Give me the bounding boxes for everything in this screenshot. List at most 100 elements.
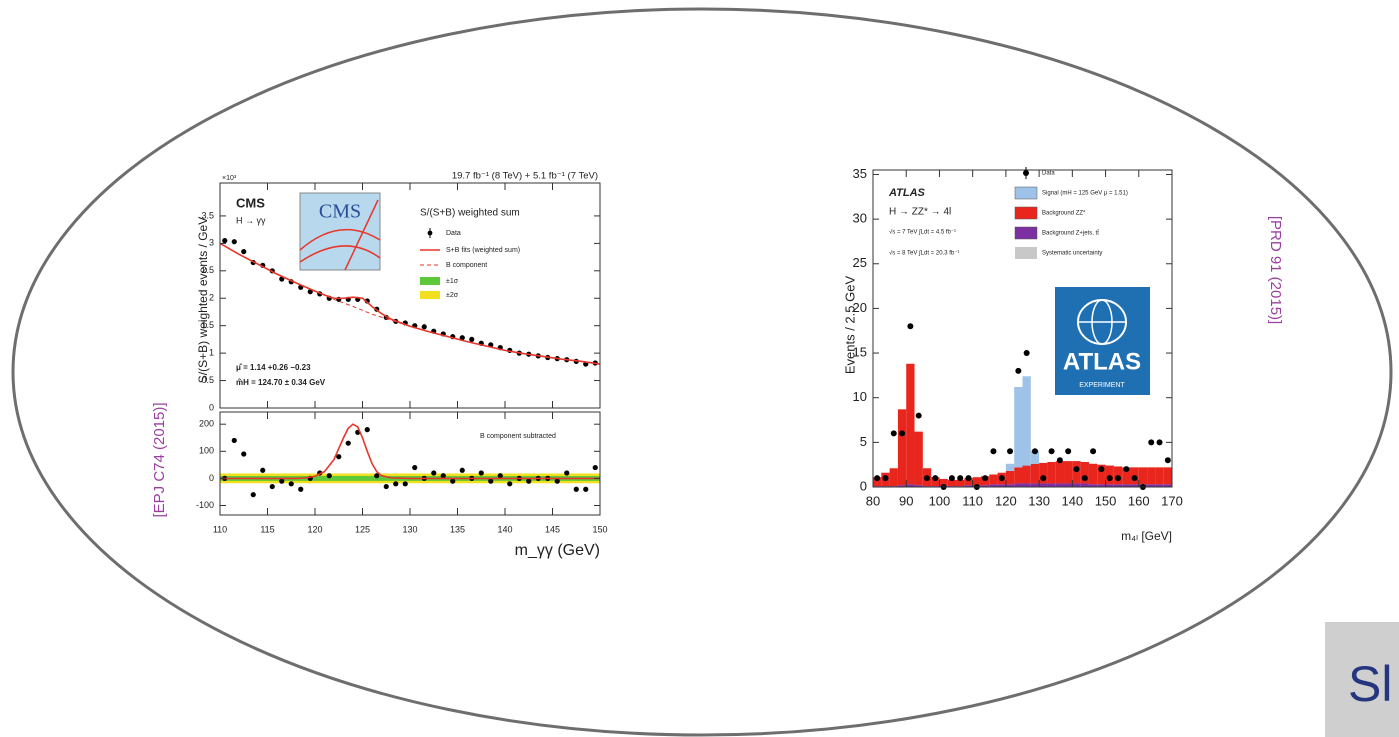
data-point bbox=[497, 473, 503, 479]
histogram-bar bbox=[1039, 483, 1048, 487]
data-point bbox=[564, 470, 570, 476]
data-point bbox=[1090, 448, 1097, 455]
data-point bbox=[1164, 457, 1171, 464]
legend-marker bbox=[1014, 226, 1038, 240]
histogram-bar bbox=[1064, 483, 1073, 487]
data-point bbox=[1040, 475, 1047, 482]
data-point bbox=[507, 481, 513, 487]
logo-box bbox=[1055, 287, 1150, 395]
data-point bbox=[1098, 466, 1105, 473]
x-tick-label: 90 bbox=[899, 493, 913, 508]
histogram-bar bbox=[931, 477, 940, 487]
histogram-bar bbox=[1163, 467, 1172, 485]
histogram-bar bbox=[1064, 461, 1073, 484]
histogram-bar bbox=[889, 468, 898, 487]
logo-text: CMS bbox=[319, 201, 361, 223]
legend-label: Data bbox=[446, 230, 461, 237]
data-point bbox=[298, 486, 304, 492]
histogram-bar bbox=[1155, 467, 1164, 485]
data-point bbox=[1065, 448, 1072, 455]
data-point bbox=[250, 492, 256, 498]
y-tick-label: 0 bbox=[209, 473, 214, 483]
data-point bbox=[874, 475, 881, 482]
logo-box bbox=[299, 192, 381, 271]
histogram-bar bbox=[914, 485, 923, 487]
histogram-bar bbox=[1147, 467, 1156, 485]
legend-title: S/(S+B) weighted sum bbox=[420, 208, 520, 219]
legend-label: S+B fits (weighted sum) bbox=[446, 247, 520, 254]
corner-box bbox=[1325, 622, 1399, 737]
histogram-bar bbox=[956, 479, 965, 487]
data-point bbox=[374, 473, 380, 479]
y-tick-label: 0 bbox=[209, 402, 214, 412]
y-tick-label: 200 bbox=[199, 419, 214, 429]
histogram-bar bbox=[873, 477, 882, 487]
legend-label: ±2σ bbox=[446, 292, 459, 299]
data-point bbox=[1115, 475, 1122, 482]
data-point bbox=[231, 437, 237, 444]
logo-text: ATLAS bbox=[1063, 348, 1141, 375]
x-tick-label: 145 bbox=[545, 524, 560, 534]
data-point bbox=[932, 475, 939, 482]
histogram-bar bbox=[1097, 464, 1106, 485]
data-point bbox=[488, 478, 494, 484]
histogram-bar bbox=[1122, 484, 1131, 487]
citation: [EPJ C74 (2015)] bbox=[151, 402, 168, 517]
plot-frame bbox=[872, 169, 1173, 488]
data-point bbox=[1123, 466, 1130, 473]
histogram-bar bbox=[1105, 484, 1114, 487]
logo-subtext: EXPERIMENT bbox=[1079, 382, 1125, 389]
y-tick-label: 10 bbox=[853, 389, 867, 404]
x-tick-label: 115 bbox=[260, 524, 274, 534]
y-tick-label: 1.5 bbox=[201, 320, 214, 330]
histogram-bar bbox=[989, 484, 998, 487]
lumi-label: √s = 8 TeV ∫Ldt = 20.3 fb⁻¹ bbox=[889, 250, 959, 257]
data-point bbox=[890, 430, 897, 437]
data-point bbox=[364, 427, 370, 433]
y-tick-label: 20 bbox=[853, 300, 867, 315]
data-point bbox=[450, 478, 456, 484]
y-axis-label: S/(S+B) weighted events / GeV bbox=[196, 217, 210, 383]
data-point bbox=[459, 335, 465, 341]
data-point bbox=[469, 336, 475, 343]
data-point bbox=[431, 470, 437, 476]
data-point bbox=[1106, 475, 1113, 482]
histogram-bar bbox=[1014, 386, 1023, 468]
legend-label: Background Z+jets, tt̄ bbox=[1042, 230, 1099, 237]
y-tick-label: 30 bbox=[853, 211, 867, 226]
fit-line bbox=[220, 423, 600, 480]
x-axis-label: m_γγ (GeV) bbox=[515, 542, 600, 559]
histogram-bar bbox=[1022, 465, 1031, 484]
histogram-bar bbox=[1072, 461, 1081, 484]
histogram-bar bbox=[1088, 484, 1098, 487]
data-point bbox=[907, 323, 914, 330]
data-point bbox=[1156, 439, 1163, 446]
data-point bbox=[1031, 448, 1038, 455]
x-tick-label: 170 bbox=[1161, 493, 1183, 508]
data-point bbox=[1015, 367, 1022, 374]
data-point bbox=[1131, 475, 1138, 482]
x-tick-label: 140 bbox=[497, 524, 512, 534]
x-axis-label: m₄ₗ [GeV] bbox=[1121, 529, 1172, 543]
histogram-bar bbox=[1014, 483, 1023, 487]
histogram-bar bbox=[1022, 376, 1031, 466]
legend-label: Background ZZ* bbox=[1042, 211, 1086, 217]
data-point bbox=[393, 481, 399, 487]
data-point bbox=[1081, 475, 1088, 482]
data-point bbox=[915, 412, 922, 419]
x-tick-label: 120 bbox=[995, 493, 1017, 508]
lumi-label: √s = 7 TeV ∫Ldt = 4.5 fb⁻¹ bbox=[889, 229, 956, 236]
legend-marker bbox=[420, 277, 440, 285]
legend-marker bbox=[1015, 247, 1037, 259]
legend-label: ±1σ bbox=[446, 278, 459, 285]
data-point bbox=[1007, 448, 1014, 455]
annotation: m̂H = 124.70 ± 0.34 GeV bbox=[236, 378, 326, 387]
histogram-bar bbox=[1113, 484, 1123, 487]
data-point bbox=[231, 239, 237, 245]
data-point bbox=[526, 478, 532, 484]
x-tick-label: 150 bbox=[592, 524, 607, 534]
histogram-bar bbox=[939, 478, 948, 487]
ellipse-outline bbox=[11, 7, 1393, 737]
experiment: ATLAS bbox=[888, 187, 926, 199]
